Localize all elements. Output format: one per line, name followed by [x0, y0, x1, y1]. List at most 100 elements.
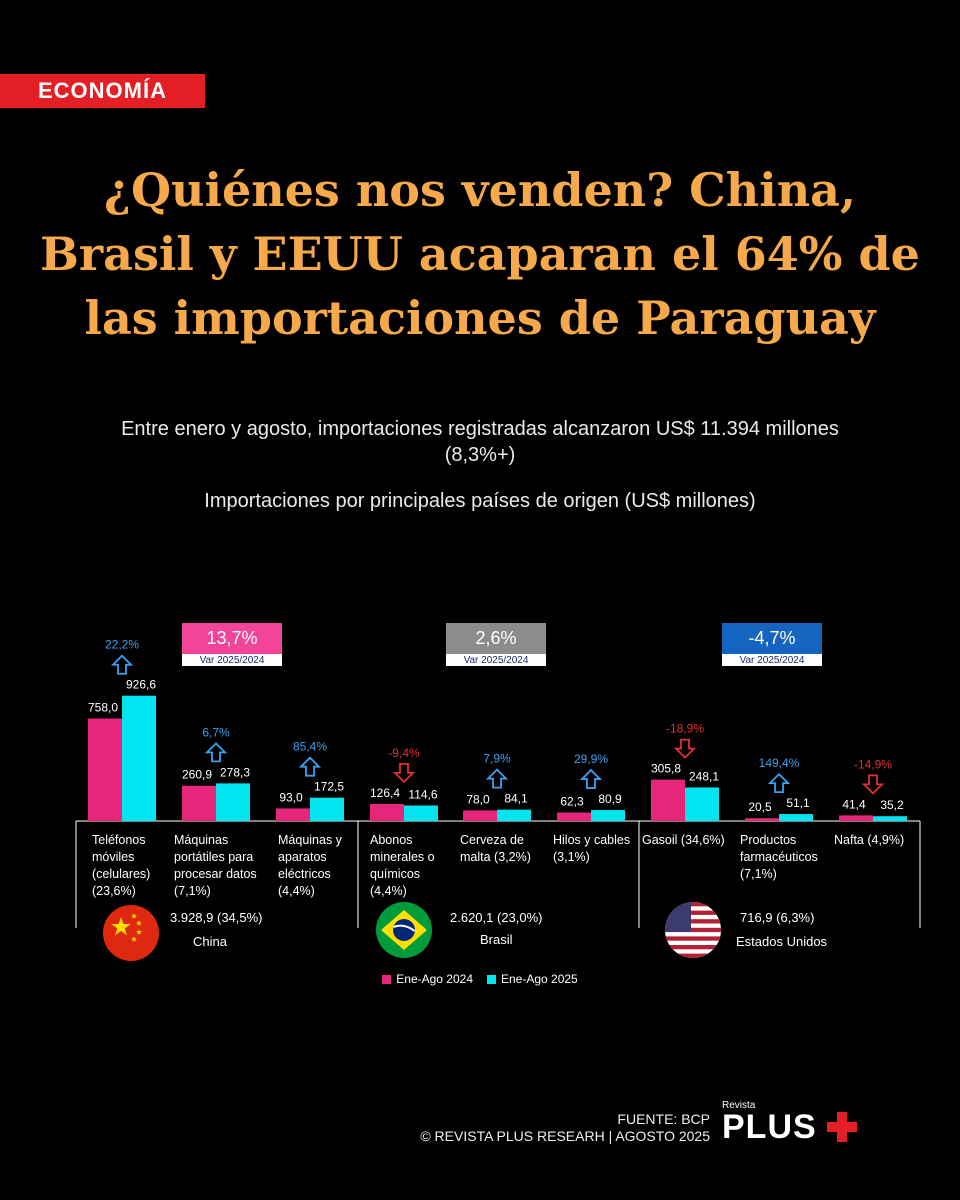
- legend-item-2024: Ene-Ago 2024: [382, 972, 473, 986]
- category-label-line: (4,4%): [278, 884, 315, 898]
- category-label-line: (7,1%): [740, 867, 777, 881]
- data-label-2024: 41,4: [842, 797, 866, 811]
- data-label-2024: 78,0: [466, 792, 490, 806]
- variation-caption: Var 2025/2024: [182, 654, 282, 666]
- legend-swatch-2025: [487, 974, 496, 984]
- data-label-2024: 126,4: [370, 786, 400, 800]
- data-label-2025: 51,1: [786, 796, 810, 810]
- category-label: Productos farmacéuticos (7,1%): [740, 832, 818, 883]
- change-label: 149,4%: [759, 756, 800, 770]
- category-label: Gasoil (34,6%): [642, 832, 725, 849]
- category-label: Nafta (4,9%): [834, 832, 904, 849]
- brazil-flag-icon: [376, 902, 432, 958]
- data-label-2025: 35,2: [880, 798, 904, 812]
- bar-2024: [745, 818, 779, 821]
- china-flag-icon: [103, 905, 159, 961]
- data-label-2025: 278,3: [220, 765, 250, 779]
- category-label-line: eléctricos: [278, 867, 331, 881]
- plus-icon: [826, 1112, 857, 1142]
- change-label: 7,9%: [483, 752, 511, 766]
- footer-credits: FUENTE: BCP © REVISTA PLUS RESEARH | AGO…: [420, 1111, 710, 1145]
- arrow-up-icon: [767, 772, 791, 793]
- category-label: Teléfonos móviles (celulares) (23,6%): [92, 832, 150, 900]
- country-total-china: 3.928,9 (34,5%): [170, 910, 263, 925]
- section-tag: ECONOMÍA: [0, 74, 205, 108]
- category-label-line: (7,1%): [174, 884, 211, 898]
- country-total-usa: 716,9 (6,3%): [740, 910, 815, 925]
- chart-legend: Ene-Ago 2024 Ene-Ago 2025: [0, 972, 960, 986]
- country-name-brazil: Brasil: [480, 932, 513, 947]
- category-label: Abonos minerales o químicos (4,4%): [370, 832, 435, 900]
- arrow-down-icon: [673, 738, 697, 759]
- bar-chart: 758,0 926,6 22,2% 260,9 278,3 6,7% 93,0 172,5 85…: [75, 638, 921, 928]
- data-label-2025: 84,1: [504, 792, 528, 806]
- data-label-2024: 20,5: [748, 800, 772, 814]
- category-label-line: Máquinas y: [278, 833, 342, 847]
- category-label-line: Máquinas: [174, 833, 229, 847]
- category-label: Máquinas portátiles para procesar datos (7,…: [174, 832, 257, 900]
- bar-2024: [651, 779, 685, 821]
- country-total-brazil: 2.620,1 (23,0%): [450, 910, 543, 925]
- arrow-up-icon: [485, 768, 509, 789]
- category-label-line: Gasoil (34,6%): [642, 833, 725, 847]
- change-label: 6,7%: [202, 725, 230, 739]
- change-label: 22,2%: [105, 638, 139, 652]
- bar-2025: [310, 797, 344, 821]
- page-title: ¿Quiénes nos venden? China, Brasil y EEU…: [40, 163, 920, 345]
- variation-box-brazil: 2,6% Var 2025/2024: [446, 623, 546, 667]
- change-label: 29,9%: [574, 752, 608, 766]
- legend-label-2024: Ene-Ago 2024: [396, 972, 473, 986]
- bar-2025: [873, 816, 907, 821]
- legend-item-2025: Ene-Ago 2025: [487, 972, 578, 986]
- variation-value: -4,7%: [722, 623, 822, 654]
- arrow-up-icon: [298, 756, 322, 777]
- variation-value: 13,7%: [182, 623, 282, 654]
- category-label-line: (celulares): [92, 867, 151, 881]
- data-label-2025: 172,5: [314, 780, 344, 794]
- change-label: -9,4%: [388, 746, 420, 760]
- category-label: Hilos y cables (3,1%): [553, 832, 630, 866]
- category-label-line: farmacéuticos: [740, 850, 818, 864]
- brand-logo: Revista PLUS: [722, 1100, 861, 1146]
- category-label-line: Abonos: [370, 833, 413, 847]
- logo-big-text: PLUS: [722, 1108, 817, 1146]
- bar-2025: [497, 809, 531, 821]
- bar-2025: [122, 695, 156, 821]
- legend-swatch-2024: [382, 974, 392, 984]
- bar-2024: [557, 812, 591, 821]
- category-label-line: Teléfonos: [92, 833, 146, 847]
- category-label-line: portátiles para: [174, 850, 254, 864]
- variation-box-china: 13,7% Var 2025/2024: [182, 623, 282, 667]
- arrow-up-icon: [204, 742, 228, 763]
- country-name-usa: Estados Unidos: [736, 934, 828, 949]
- data-label-2024: 62,3: [560, 795, 584, 809]
- variation-value: 2,6%: [446, 623, 546, 654]
- country-name-china: China: [193, 934, 227, 949]
- bar-2024: [88, 718, 122, 821]
- arrow-down-icon: [392, 763, 416, 784]
- arrow-up-icon: [579, 768, 603, 789]
- category-label-line: Hilos y cables: [553, 833, 631, 847]
- source-text: FUENTE: BCP: [617, 1111, 710, 1127]
- variation-caption: Var 2025/2024: [446, 654, 546, 666]
- bar-2025: [779, 814, 813, 821]
- category-label-line: (3,1%): [553, 850, 590, 864]
- data-label-2024: 260,9: [182, 768, 212, 782]
- category-label-line: (23,6%): [92, 884, 136, 898]
- subtitle: Entre enero y agosto, importaciones regi…: [121, 418, 839, 466]
- category-label-line: malta (3,2%): [460, 850, 531, 864]
- data-label-2025: 114,6: [408, 788, 437, 802]
- bar-2024: [276, 808, 310, 821]
- category-label: Máquinas y aparatos eléctricos (4,4%): [278, 832, 342, 900]
- usa-flag-icon: [665, 902, 721, 958]
- bar-2024: [182, 785, 216, 821]
- category-label-line: químicos: [370, 867, 421, 881]
- bar-2024: [463, 810, 497, 821]
- arrow-up-icon: [110, 654, 134, 675]
- category-label-line: Productos: [740, 833, 797, 847]
- category-label: Cerveza de malta (3,2%): [460, 832, 531, 866]
- category-label-line: aparatos: [278, 850, 327, 864]
- change-label: -14,9%: [854, 757, 892, 771]
- bar-2025: [404, 805, 438, 821]
- chart-subtitle: Importaciones por principales países de …: [204, 490, 756, 512]
